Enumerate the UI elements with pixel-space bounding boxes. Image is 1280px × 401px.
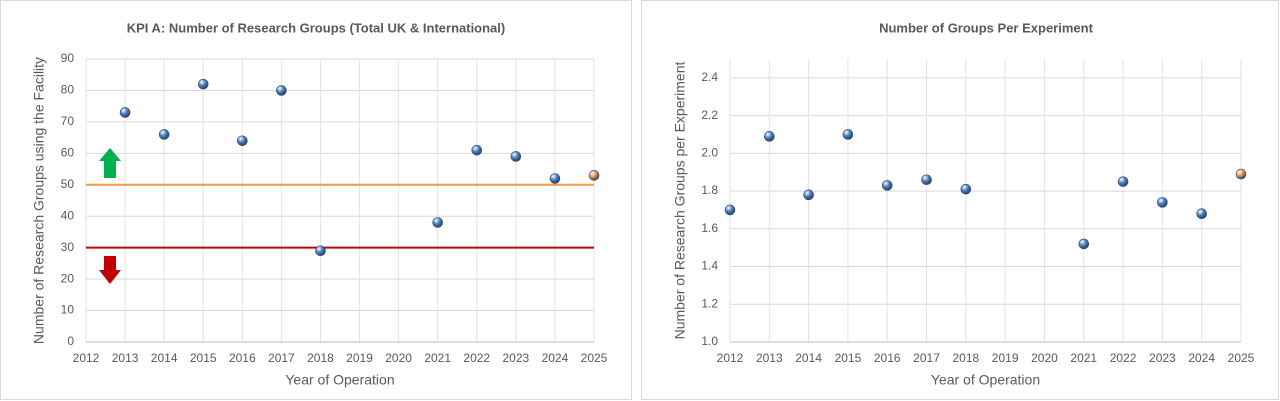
y-tick-label: 1.6 xyxy=(701,221,718,235)
x-tick-label: 2022 xyxy=(463,351,490,365)
x-tick-label: 2023 xyxy=(502,351,529,365)
x-tick-label: 2020 xyxy=(1031,351,1058,365)
x-tick-label: 2014 xyxy=(795,351,822,365)
data-point xyxy=(197,78,209,90)
chart-title: Number of Groups Per Experiment xyxy=(879,20,1093,35)
x-tick-label: 2014 xyxy=(151,351,178,365)
x-tick-label: 2015 xyxy=(835,351,862,365)
down-arrow xyxy=(99,256,121,284)
x-tick-label: 2019 xyxy=(346,351,373,365)
data-point xyxy=(588,170,600,181)
up-arrow xyxy=(99,148,121,178)
y-tick-label: 20 xyxy=(61,271,75,285)
x-tick-label: 2018 xyxy=(952,351,979,365)
y-tick-label: 1.0 xyxy=(701,334,718,348)
y-tick-label: 2.0 xyxy=(701,146,718,160)
y-tick-label: 1.8 xyxy=(701,183,718,197)
data-point xyxy=(724,204,736,216)
data-point xyxy=(1196,208,1207,220)
data-point xyxy=(237,135,248,147)
y-axis-title: Number of Research Groups using the Faci… xyxy=(31,57,47,344)
y-tick-label: 1.2 xyxy=(701,296,718,310)
y-tick-label: 0 xyxy=(67,334,74,348)
y-tick-label: 1.4 xyxy=(701,259,718,273)
y-tick-label: 30 xyxy=(61,240,75,254)
data-point xyxy=(119,107,131,118)
data-point xyxy=(1235,168,1247,180)
data-point xyxy=(960,183,972,195)
x-tick-label: 2024 xyxy=(1188,351,1215,365)
y-tick-label: 2.4 xyxy=(701,70,718,84)
data-point xyxy=(471,144,483,156)
x-tick-label: 2023 xyxy=(1149,351,1176,365)
data-point xyxy=(803,189,814,201)
x-axis-title: Year of Operation xyxy=(931,372,1040,388)
data-point xyxy=(549,173,561,184)
x-tick-label: 2021 xyxy=(1070,351,1097,365)
x-tick-label: 2017 xyxy=(913,351,940,365)
x-tick-label: 2013 xyxy=(756,351,783,365)
data-point xyxy=(1157,197,1168,208)
y-tick-label: 40 xyxy=(61,208,75,222)
y-axis-title: Number of Research Groups per Experiment xyxy=(672,62,688,340)
y-tick-label: 60 xyxy=(61,146,75,160)
data-point xyxy=(432,217,443,228)
x-tick-label: 2025 xyxy=(581,351,608,365)
panel xyxy=(641,0,1279,400)
x-tick-label: 2021 xyxy=(424,351,451,365)
data-point xyxy=(276,85,287,96)
y-tick-label: 70 xyxy=(61,114,75,128)
data-point xyxy=(1117,176,1129,187)
x-tick-label: 2013 xyxy=(112,351,139,365)
x-tick-label: 2016 xyxy=(229,351,256,365)
data-point xyxy=(158,129,170,140)
x-tick-label: 2025 xyxy=(1228,351,1255,365)
data-point xyxy=(1078,238,1090,250)
y-tick-label: 50 xyxy=(61,177,75,191)
y-tick-label: 2.2 xyxy=(701,108,718,122)
chart-title: KPI A: Number of Research Groups (Total … xyxy=(127,20,505,35)
data-point xyxy=(510,151,522,162)
x-tick-label: 2024 xyxy=(542,351,569,365)
x-tick-label: 2017 xyxy=(268,351,295,365)
x-tick-label: 2015 xyxy=(190,351,217,365)
data-point xyxy=(842,129,854,140)
x-tick-label: 2012 xyxy=(717,351,744,365)
x-tick-label: 2020 xyxy=(385,351,412,365)
data-point xyxy=(881,180,893,191)
x-tick-label: 2018 xyxy=(307,351,334,365)
x-tick-label: 2019 xyxy=(992,351,1019,365)
x-tick-label: 2012 xyxy=(73,351,100,365)
x-axis-title: Year of Operation xyxy=(285,372,394,388)
data-point xyxy=(764,131,775,142)
y-tick-label: 90 xyxy=(61,51,75,65)
x-tick-label: 2016 xyxy=(874,351,901,365)
panel xyxy=(0,0,632,400)
data-point xyxy=(315,245,326,257)
y-tick-label: 80 xyxy=(61,83,75,97)
data-point xyxy=(921,174,932,186)
x-tick-label: 2022 xyxy=(1110,351,1137,365)
y-tick-label: 10 xyxy=(61,303,75,317)
